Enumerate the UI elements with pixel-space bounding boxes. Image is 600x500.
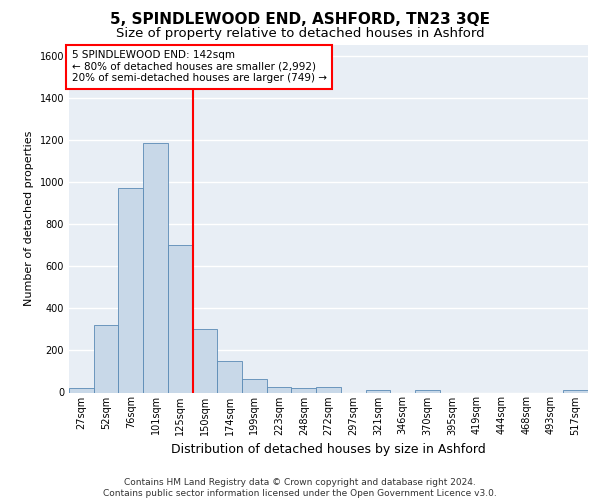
Bar bbox=[563, 390, 588, 392]
Bar bbox=[143, 143, 168, 392]
X-axis label: Distribution of detached houses by size in Ashford: Distribution of detached houses by size … bbox=[171, 443, 486, 456]
Bar bbox=[94, 325, 118, 392]
Bar bbox=[267, 387, 292, 392]
Text: Size of property relative to detached houses in Ashford: Size of property relative to detached ho… bbox=[116, 28, 484, 40]
Bar bbox=[168, 245, 193, 392]
Bar bbox=[193, 330, 217, 392]
Bar bbox=[292, 388, 316, 392]
Text: Contains HM Land Registry data © Crown copyright and database right 2024.
Contai: Contains HM Land Registry data © Crown c… bbox=[103, 478, 497, 498]
Bar bbox=[365, 390, 390, 392]
Bar bbox=[217, 361, 242, 392]
Text: 5 SPINDLEWOOD END: 142sqm
← 80% of detached houses are smaller (2,992)
20% of se: 5 SPINDLEWOOD END: 142sqm ← 80% of detac… bbox=[71, 50, 326, 84]
Bar bbox=[316, 387, 341, 392]
Bar bbox=[118, 188, 143, 392]
Bar bbox=[242, 379, 267, 392]
Bar bbox=[415, 390, 440, 392]
Y-axis label: Number of detached properties: Number of detached properties bbox=[24, 131, 34, 306]
Text: 5, SPINDLEWOOD END, ASHFORD, TN23 3QE: 5, SPINDLEWOOD END, ASHFORD, TN23 3QE bbox=[110, 12, 490, 28]
Bar bbox=[69, 388, 94, 392]
